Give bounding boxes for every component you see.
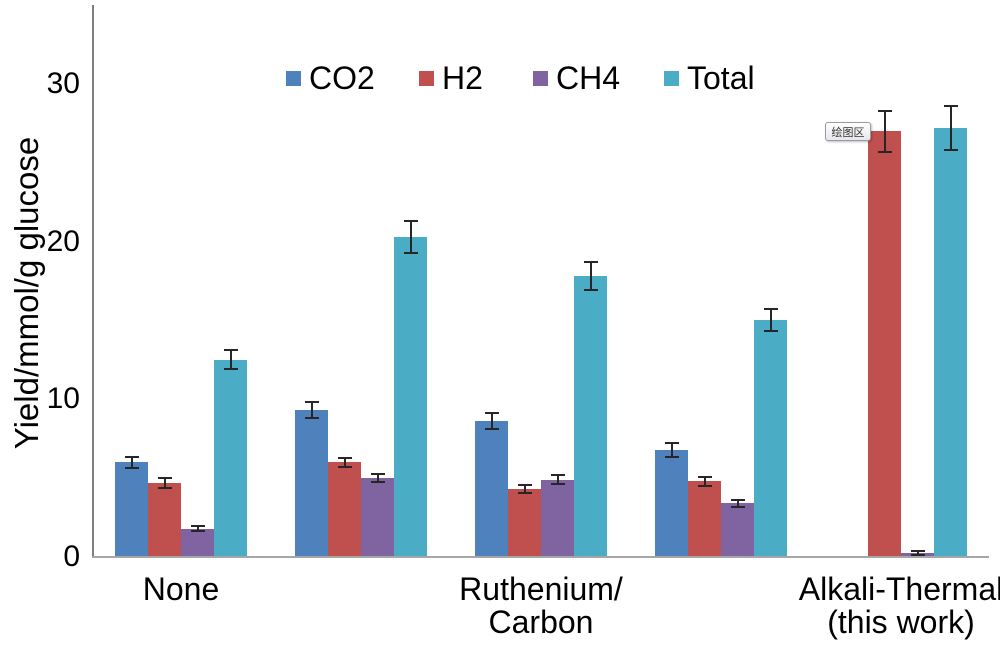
bar-co2-group3[interactable] xyxy=(475,421,508,557)
bar-co2-group1[interactable] xyxy=(115,462,148,557)
x-axis-line xyxy=(92,556,989,558)
legend-swatch-total xyxy=(664,70,679,86)
bar-co2-group4[interactable] xyxy=(655,449,688,557)
y-tick-30: 30 xyxy=(46,66,80,100)
bar-h2-group5[interactable] xyxy=(868,131,901,557)
y-tick-20: 20 xyxy=(46,224,80,258)
bar-h2-group2[interactable] xyxy=(328,462,361,557)
bar-ch4-group3[interactable] xyxy=(541,479,574,557)
x-axis-label-none: None xyxy=(142,571,220,607)
bar-total-group3[interactable] xyxy=(574,276,607,557)
bar-ch4-group1[interactable] xyxy=(181,528,214,557)
legend-item-ch4[interactable]: CH4 xyxy=(533,61,620,95)
bar-h2-group1[interactable] xyxy=(148,482,181,557)
bar-h2-group3[interactable] xyxy=(508,489,541,557)
legend-label-ch4: CH4 xyxy=(556,60,621,96)
bar-total-group2[interactable] xyxy=(394,236,427,557)
legend-swatch-ch4 xyxy=(533,70,548,86)
legend-swatch-h2 xyxy=(419,70,434,86)
bar-h2-group4[interactable] xyxy=(688,481,721,557)
bar-total-group5[interactable] xyxy=(934,128,967,557)
x-axis-label-ruthenium-: Ruthenium/ Carbon xyxy=(459,571,623,640)
legend-item-co2[interactable]: CO2 xyxy=(286,61,375,95)
bar-co2-group2[interactable] xyxy=(295,410,328,557)
bar-ch4-group2[interactable] xyxy=(361,478,394,557)
legend-label-co2: CO2 xyxy=(309,60,375,96)
y-axis-line xyxy=(92,5,94,558)
legend-item-total[interactable]: Total xyxy=(664,61,755,95)
legend-label-total: Total xyxy=(687,60,755,96)
x-axis-label-alkali-thermal: Alkali-Thermal (this work) xyxy=(798,571,1000,640)
y-tick-0: 0 xyxy=(63,540,80,573)
bar-ch4-group4[interactable] xyxy=(721,503,754,557)
legend-label-h2: H2 xyxy=(442,60,483,96)
y-tick-10: 10 xyxy=(46,382,80,416)
legend-item-h2[interactable]: H2 xyxy=(419,61,483,95)
bar-total-group4[interactable] xyxy=(754,320,787,557)
legend-swatch-co2 xyxy=(286,70,301,86)
plot-area-tooltip: 绘图区 xyxy=(825,122,871,141)
bar-total-group1[interactable] xyxy=(214,359,247,557)
